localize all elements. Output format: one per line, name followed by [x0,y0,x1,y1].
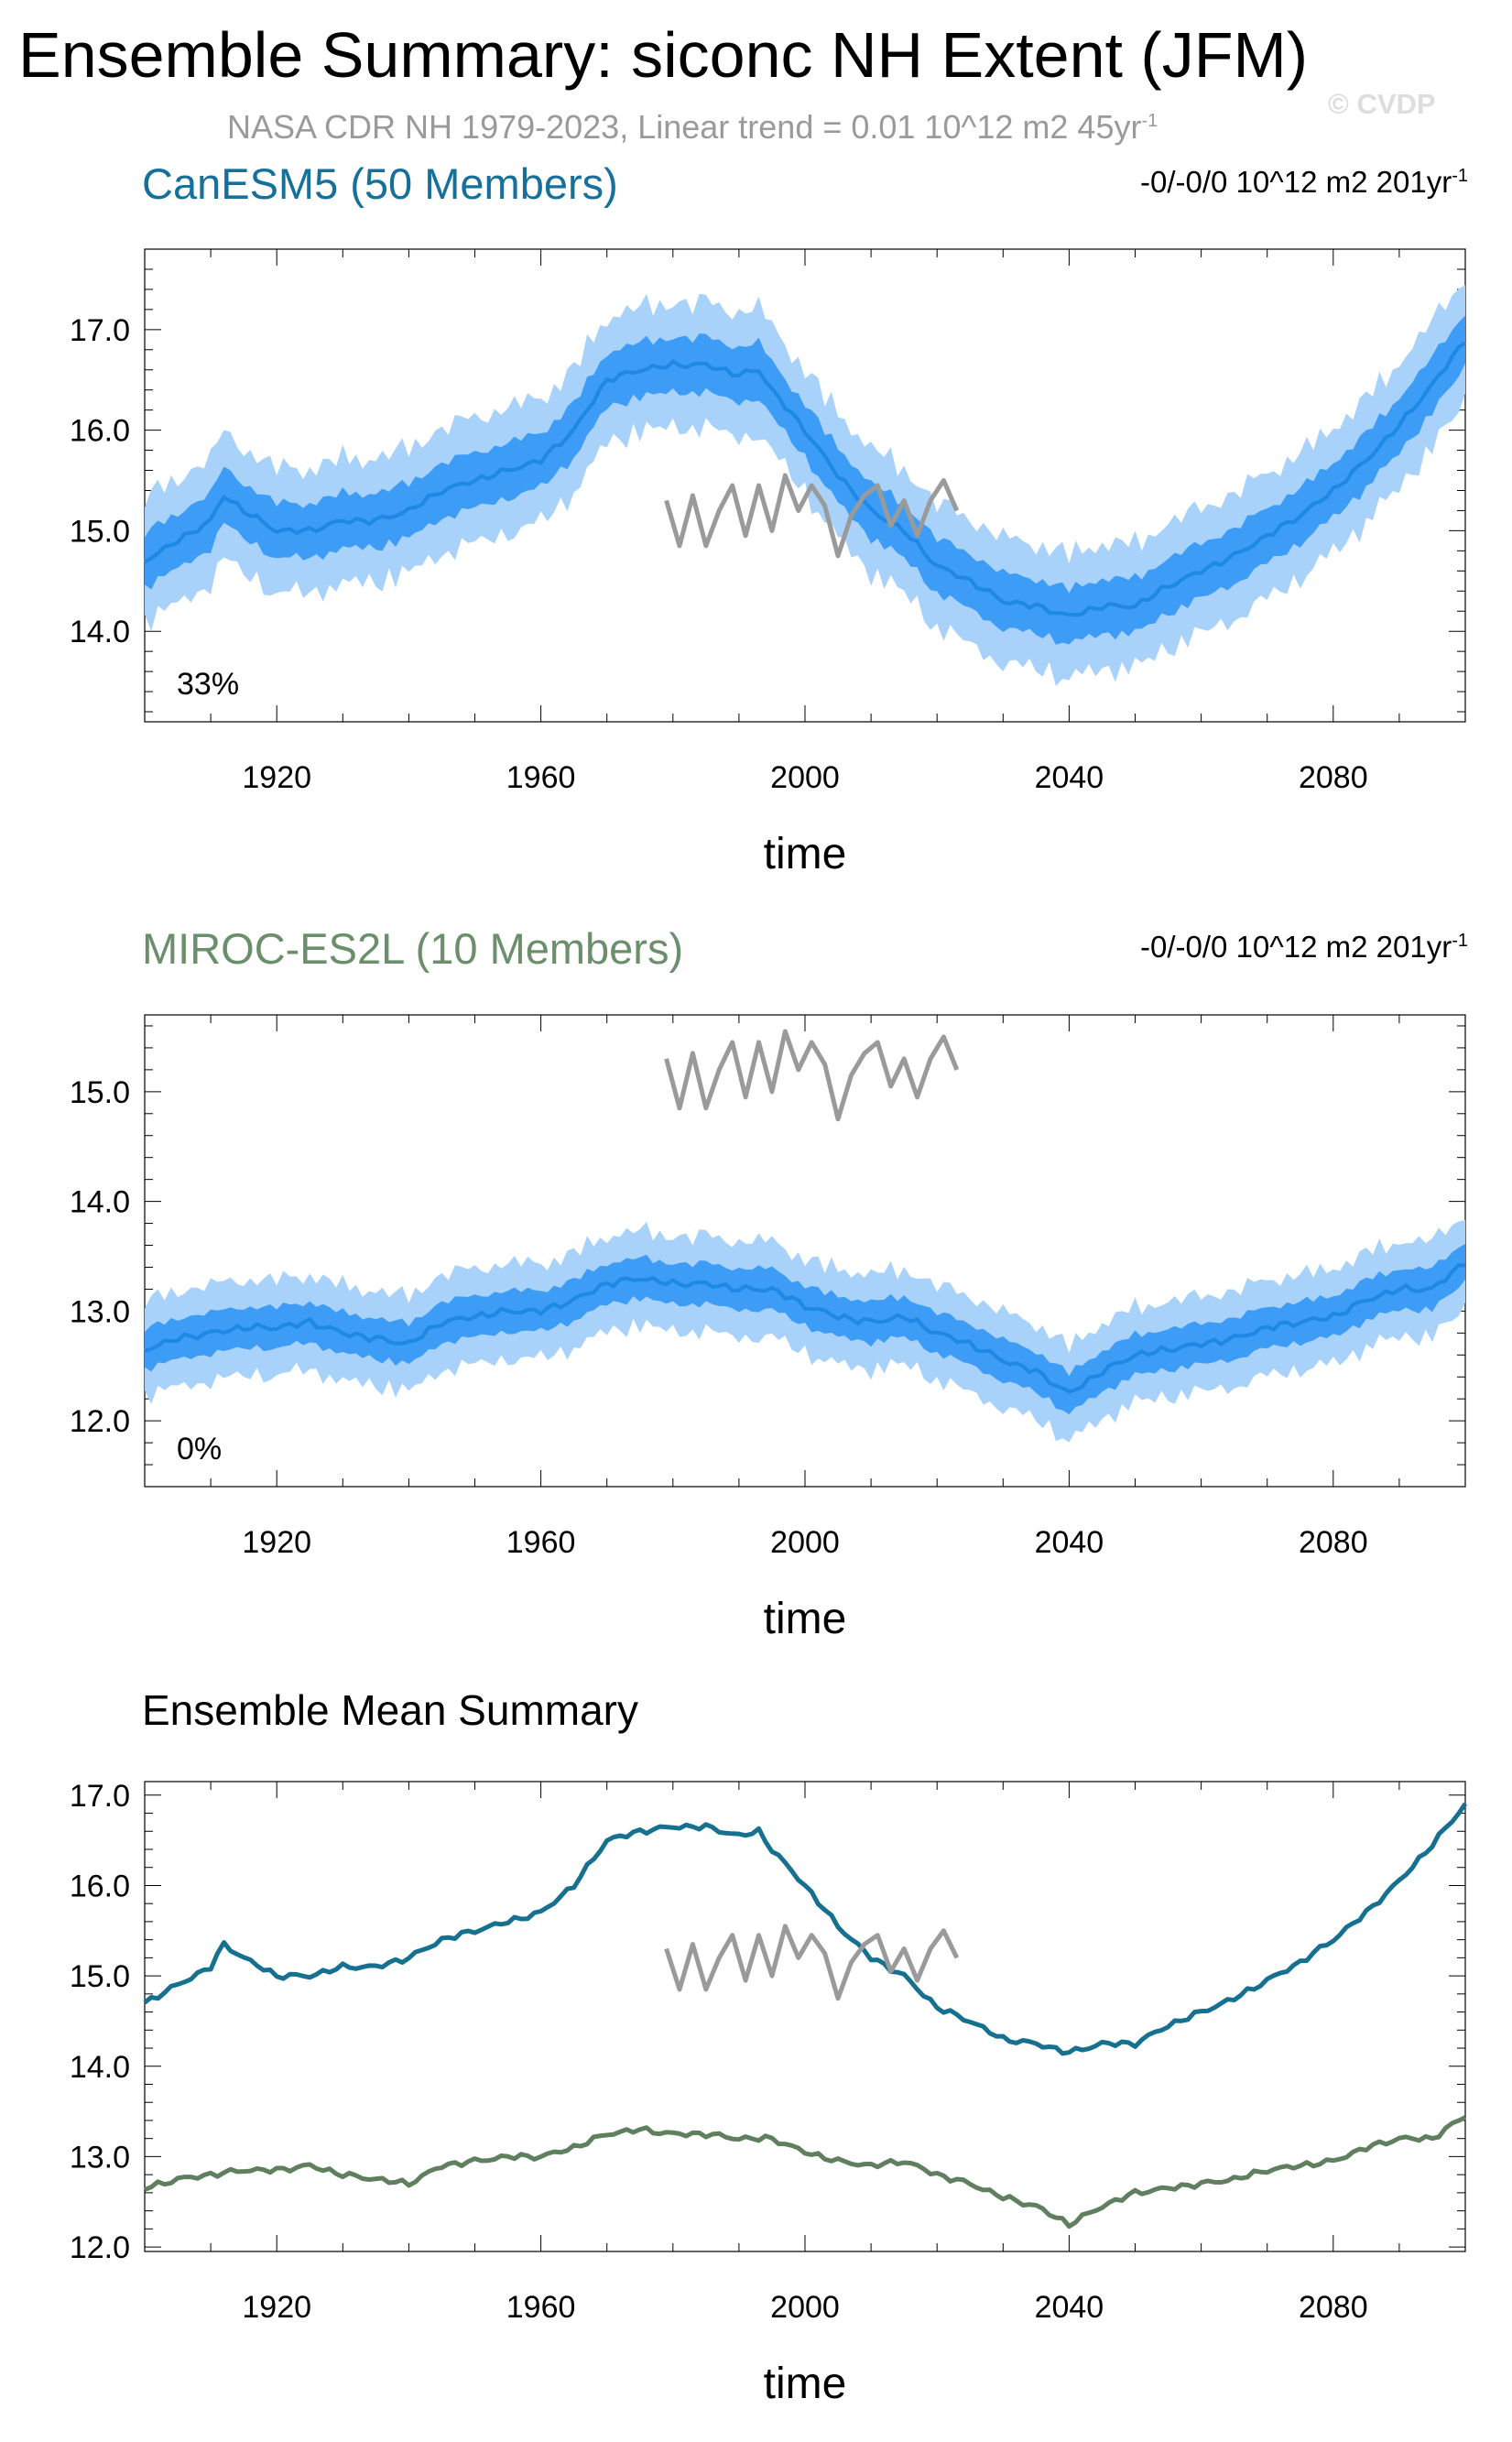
panel3-miroc-es2l-mean-line [144,2115,1467,2229]
panel1-ytick-label: 17.0 [70,313,130,348]
cvdp-watermark: © CVDP [1328,88,1436,120]
panel2-trend-label: -0/-0/0 10^12 m2 201yr-1 [1140,930,1468,965]
panel3-ytick-label: 16.0 [70,1869,130,1903]
panel3-xtick-label: 1960 [506,2290,576,2325]
panel1-band-outer [145,285,1465,687]
panel1-trend-label: -0/-0/0 10^12 m2 201yr-1 [1140,165,1468,200]
panel1-trend-text: -0/-0/0 10^12 m2 201yr [1140,165,1452,199]
panel2-xtick-label: 2040 [1035,1525,1104,1560]
panel3-xtick-label: 2000 [770,2290,840,2325]
panel2-obs-line [664,1029,960,1122]
panel3-xtick-label: 1920 [242,2290,311,2325]
panel2-ytick-label: 12.0 [70,1404,130,1439]
panel2-xtick-label: 2000 [770,1525,840,1560]
panel1-xtick-label: 2080 [1299,760,1368,795]
panel3-obs-line [664,1924,960,2001]
panel3-canesm5-mean-line [143,1802,1468,2056]
panel3-ytick-label: 14.0 [70,2050,130,2085]
panel1-xtick-label: 1960 [506,760,576,795]
panel3-xtick-label: 2040 [1035,2290,1104,2325]
panel3-ytick-label: 17.0 [70,1779,130,1814]
panel3-title: Ensemble Mean Summary [142,1686,638,1734]
panel2-band-inner [145,1243,1465,1415]
panel2-xaxis-label: time [764,1595,847,1643]
panel1-ytick-label: 14.0 [70,615,130,649]
panel2-ytick-label: 14.0 [70,1185,130,1220]
panel3-xtick-label: 2080 [1299,2290,1368,2325]
panel1-xtick-label: 2000 [770,760,840,795]
obs-trend-subtitle: NASA CDR NH 1979-2023, Linear trend = 0.… [227,108,1158,147]
panel2-xtick-label: 2080 [1299,1525,1368,1560]
panel3-ytick-label: 15.0 [70,1959,130,1994]
obs-trend-text: NASA CDR NH 1979-2023, Linear trend = 0.… [227,108,1142,146]
panel2-xtick-label: 1920 [242,1525,311,1560]
panel1-title: CanESM5 (50 Members) [142,159,618,208]
obs-trend-sup: -1 [1141,111,1158,131]
panel2-rank-annotation: 0% [177,1432,222,1466]
panel2-xtick-label: 1960 [506,1525,576,1560]
panel1-rank-annotation: 33% [177,667,239,702]
panel1-obs-line [664,473,960,559]
panel2-title: MIROC-ES2L (10 Members) [142,924,684,973]
panel1-ensemble-mean-line [144,341,1467,617]
panel2-band-outer [145,1219,1465,1443]
panel1-ytick-label: 16.0 [70,414,130,449]
panel2-trend-text: -0/-0/0 10^12 m2 201yr [1140,930,1452,964]
panel2-ytick-label: 13.0 [70,1294,130,1329]
panel3-ytick-label: 12.0 [70,2230,130,2265]
page-title: Ensemble Summary: siconc NH Extent (JFM) [18,19,1309,91]
panel1-ytick-label: 15.0 [70,514,130,549]
panel2-ensemble-mean-line [144,1263,1466,1394]
panel3-ytick-label: 13.0 [70,2140,130,2175]
panel1-xtick-label: 1920 [242,760,311,795]
panel2-plot-frame [144,1014,1466,1488]
panel2-trend-sup: -1 [1452,931,1468,951]
panel1-xtick-label: 2040 [1035,760,1104,795]
panel1-trend-sup: -1 [1452,166,1468,186]
panel1-xaxis-label: time [764,830,847,878]
panel3-plot-frame [144,1781,1466,2252]
panel3-xaxis-label: time [764,2360,847,2408]
panel2-ytick-label: 15.0 [70,1075,130,1110]
